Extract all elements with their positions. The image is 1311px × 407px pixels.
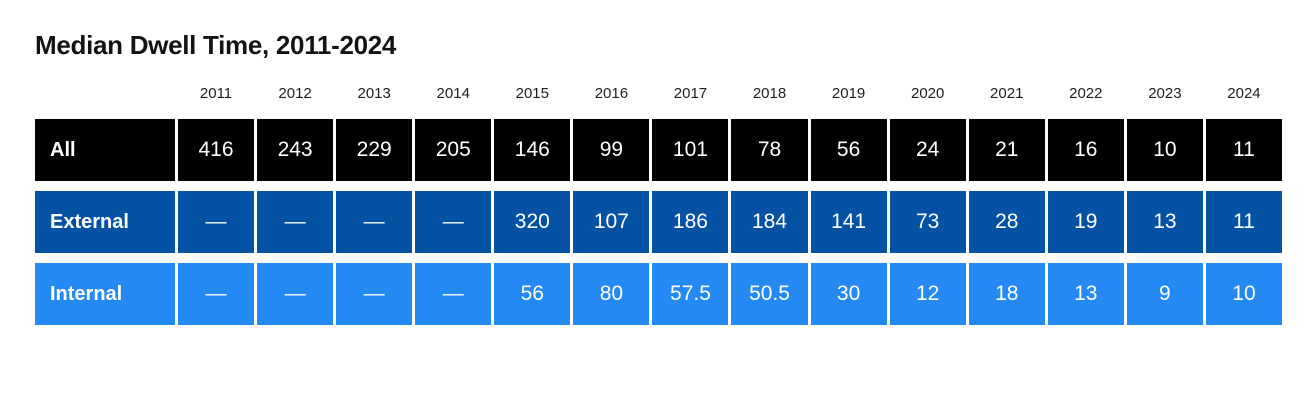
value-external-2015: 320: [494, 191, 571, 253]
year-header-2020: 2020: [910, 85, 945, 102]
value-all-2011: 416: [178, 119, 255, 181]
dwell-time-table: 2011 2012 2013 2014 2015 2016 2017 2018 2019 2020…: [35, 81, 1282, 325]
year-header-2023: 2023: [1148, 85, 1182, 102]
value-all-2023: 10: [1126, 119, 1203, 181]
value-internal-2013: —: [336, 263, 413, 325]
year-header-2019: 2019: [831, 85, 866, 102]
table-corner-spacer: [35, 81, 175, 109]
year-header-2022: 2022: [1069, 85, 1103, 102]
value-all-2024: 11: [1205, 119, 1282, 181]
value-external-2019: 141: [810, 191, 887, 253]
value-external-2017: 186: [652, 191, 729, 253]
year-header-2024: 2024: [1227, 85, 1261, 102]
value-external-2011: —: [178, 191, 255, 253]
value-internal-2020: 12: [889, 263, 966, 325]
year-header-2016: 2016: [594, 85, 629, 102]
value-external-2023: 13: [1126, 191, 1203, 253]
value-all-2019: 56: [810, 119, 887, 181]
row-label-all: All: [35, 119, 175, 181]
year-header-2017: 2017: [673, 85, 708, 102]
year-header-2014: 2014: [436, 85, 470, 102]
value-internal-2014: —: [415, 263, 492, 325]
value-external-2012: —: [257, 191, 334, 253]
value-all-2020: 24: [889, 119, 966, 181]
value-external-2024: 11: [1205, 191, 1282, 253]
value-internal-2018: 50.5: [731, 263, 808, 325]
value-external-2014: —: [415, 191, 492, 253]
value-internal-2021: 18: [968, 263, 1045, 325]
value-all-2022: 16: [1047, 119, 1124, 181]
row-label-internal: Internal: [35, 263, 175, 325]
value-all-2018: 78: [731, 119, 808, 181]
value-external-2022: 19: [1047, 191, 1124, 253]
value-internal-2016: 80: [573, 263, 650, 325]
value-external-2018: 184: [731, 191, 808, 253]
year-header-2021: 2021: [990, 85, 1024, 102]
value-internal-2015: 56: [494, 263, 571, 325]
value-external-2021: 28: [968, 191, 1045, 253]
year-header-2015: 2015: [515, 85, 549, 102]
value-all-2014: 205: [415, 119, 492, 181]
value-external-2020: 73: [889, 191, 966, 253]
value-internal-2024: 10: [1205, 263, 1282, 325]
year-header-2018: 2018: [752, 85, 787, 102]
value-internal-2022: 13: [1047, 263, 1124, 325]
value-external-2013: —: [336, 191, 413, 253]
value-all-2017: 101: [652, 119, 729, 181]
value-all-2012: 243: [257, 119, 334, 181]
year-header-2013: 2013: [357, 85, 391, 102]
value-all-2013: 229: [336, 119, 413, 181]
value-internal-2012: —: [257, 263, 334, 325]
row-label-external: External: [35, 191, 175, 253]
value-internal-2017: 57.5: [652, 263, 729, 325]
value-all-2015: 146: [494, 119, 571, 181]
page: Median Dwell Time, 2011-2024 2011 2012 201…: [35, 30, 1282, 325]
value-internal-2019: 30: [810, 263, 887, 325]
value-all-2016: 99: [573, 119, 650, 181]
year-header-2012: 2012: [278, 85, 312, 102]
value-internal-2023: 9: [1126, 263, 1203, 325]
value-internal-2011: —: [178, 263, 255, 325]
chart-title: Median Dwell Time, 2011-2024: [35, 30, 397, 60]
value-all-2021: 21: [968, 119, 1045, 181]
year-header-2011: 2011: [199, 85, 233, 102]
value-external-2016: 107: [573, 191, 650, 253]
